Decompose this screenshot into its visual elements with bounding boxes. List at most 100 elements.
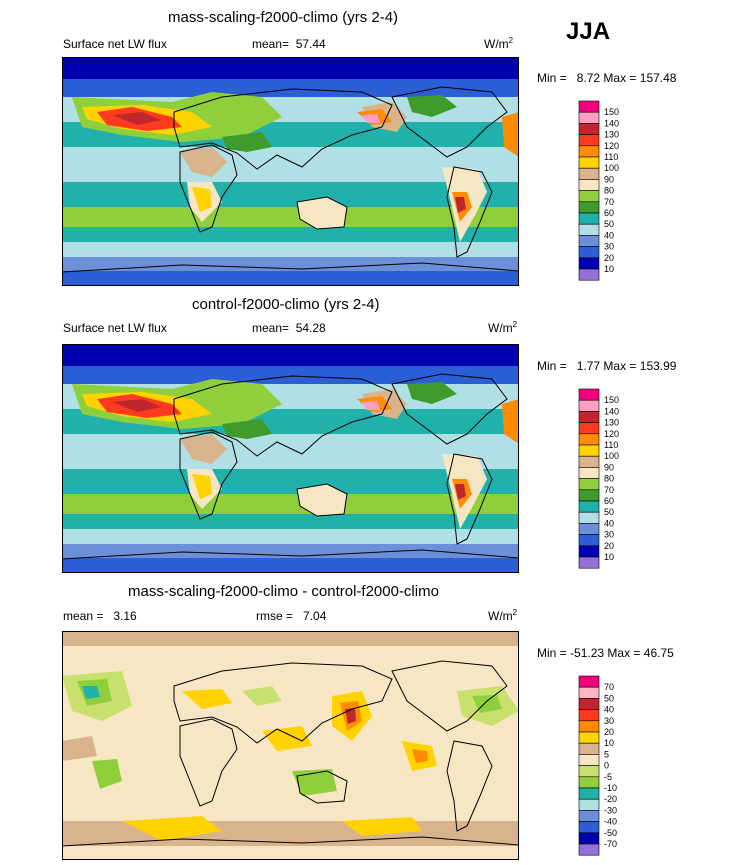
field-band [62,207,519,227]
colorbar-box [578,156,600,169]
colorbar-tick-label: 10 [604,738,614,748]
panel3-minmax: Min = -51.23 Max = 46.75 [537,646,674,660]
colorbar-tick-label: -20 [604,794,617,804]
field-band [62,271,519,286]
colorbar-tick-label: -10 [604,783,617,793]
colorbar-box [578,455,600,468]
colorbar-tick-label: 60 [604,496,614,506]
panel3-units-exp: 2 [512,608,518,617]
field-region [345,708,356,724]
panel3-units: W/m2 [488,608,517,623]
colorbar-box [578,545,600,558]
colorbar-tick-label: 50 [604,693,614,703]
field-region [407,382,457,404]
panel3-mean-label: mean = [63,609,104,623]
colorbar-box [578,388,600,401]
colorbar-tick-label: 30 [604,716,614,726]
field-region [112,112,162,125]
field-band [62,257,519,271]
colorbar-tick-label: 30 [604,242,614,252]
colorbar-tick-label: 80 [604,186,614,196]
field-region [412,749,428,763]
panel1-mean-value: 57.44 [295,37,326,51]
panel2-mean: mean= 54.28 [252,321,326,335]
coastline [62,549,519,560]
colorbar-box [578,145,600,158]
colorbar-tick-label: 150 [604,395,619,405]
colorbar-tick-label: 130 [604,418,619,428]
colorbar-box [578,686,600,699]
field-band [62,366,519,384]
panel1-mean-label: mean= [252,37,290,51]
colorbar-box [578,212,600,225]
colorbar-tick-label: 30 [604,530,614,540]
colorbar-tick-label: -5 [604,772,612,782]
colorbar-tick-label: 110 [604,152,618,162]
colorbar-box [578,235,600,247]
season-label: JJA [566,18,611,45]
coastline [179,718,238,807]
panel1-map [62,57,519,286]
coastline [446,166,493,258]
colorbar-tick-label: 120 [604,141,619,151]
field-band [62,182,519,207]
field-band [62,846,519,860]
colorbar-box [578,257,600,270]
panel1-minmax: Min = 8.72 Max = 157.48 [537,71,676,85]
colorbar-tick-label: 120 [604,429,619,439]
colorbar-box [578,268,600,281]
panel1-units-base: W/m [484,37,509,51]
colorbar-box [578,534,600,547]
field-region [362,401,380,410]
colorbar-tick-label: -30 [604,805,617,815]
colorbar-tick-label: 0 [604,761,609,771]
colorbar-box [578,556,600,569]
colorbar-tick-label: 150 [604,107,619,117]
field-region [62,736,97,761]
colorbar-tick-label: 110 [604,440,618,450]
colorbar-box [578,123,600,135]
panel1-min-label: Min = [537,71,567,85]
colorbar-box [578,411,600,423]
coastline [173,88,393,170]
colorbar-box [578,201,600,214]
panel1-variable-label: Surface net LW flux [63,37,167,51]
colorbar-tick-label: 40 [604,705,614,715]
field-region [455,197,466,213]
colorbar-tick-label: 140 [604,118,619,128]
panel3-min-value: -51.23 [570,646,605,660]
coastline [391,373,508,445]
panel1-mean: mean= 57.44 [252,37,326,51]
field-region [182,689,232,709]
panel1-min-value: 8.72 [576,71,601,85]
colorbar-tick-label: 70 [604,197,614,207]
colorbar-box [578,675,600,688]
field-region [222,419,272,439]
colorbar-tick-label: 40 [604,230,614,240]
colorbar-tick-label: 40 [604,518,614,528]
panel1-max-label: Max = [603,71,637,85]
coastline [446,740,493,832]
map-frame [62,57,519,286]
colorbar-tick-label: -40 [604,817,617,827]
panel1-title: mass-scaling-f2000-climo (yrs 2-4) [168,9,399,26]
field-region [122,816,222,841]
field-region [502,399,519,444]
field-region [342,817,422,836]
field-region [222,132,272,152]
panel3-rmse: rmse = 7.04 [256,609,326,623]
field-band [62,529,519,544]
field-region [297,484,347,516]
colorbar-box [578,765,600,778]
field-region [455,484,466,500]
colorbar-tick-label: 20 [604,727,614,737]
field-band [62,227,519,242]
field-band [62,544,519,558]
field-band [62,558,519,573]
map-frame [62,344,519,573]
field-region [262,726,312,751]
panel3-rmse-label: rmse = [256,609,294,623]
field-region [180,434,227,464]
colorbar-tick-label: 5 [604,749,609,759]
